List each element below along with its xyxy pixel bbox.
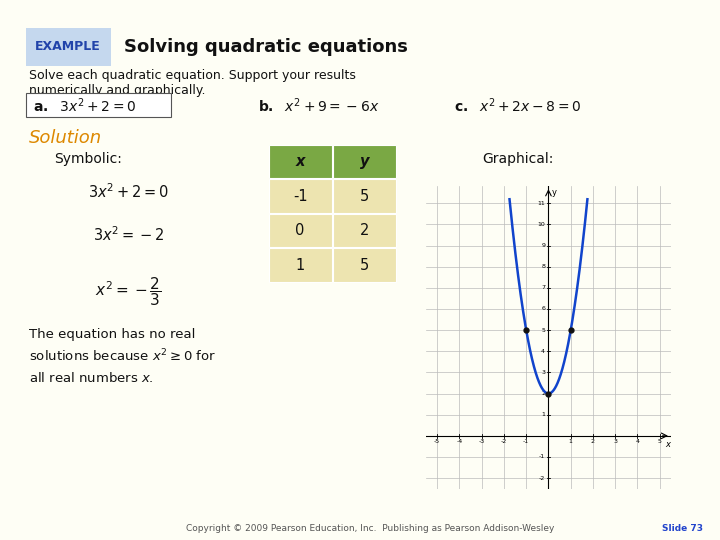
Text: 8: 8 [541, 264, 545, 269]
Text: numerically and graphically.: numerically and graphically. [29, 84, 205, 97]
FancyBboxPatch shape [333, 179, 396, 213]
Text: The equation has no real: The equation has no real [29, 328, 195, 341]
Text: 6: 6 [541, 307, 545, 312]
Text: $\mathbf{a.}\ \ 3x^2+2=0$: $\mathbf{a.}\ \ 3x^2+2=0$ [32, 96, 136, 114]
Text: $\mathbf{c.}\ \ x^2+2x-8=0$: $\mathbf{c.}\ \ x^2+2x-8=0$ [454, 96, 582, 114]
FancyBboxPatch shape [269, 248, 332, 282]
Text: Solve each quadratic equation. Support your results: Solve each quadratic equation. Support y… [29, 69, 356, 82]
Text: 2: 2 [591, 439, 595, 444]
Text: x: x [665, 440, 670, 449]
Text: -1: -1 [523, 439, 529, 444]
Text: 2: 2 [360, 223, 369, 238]
Text: $\mathbf{b.}\ \ x^2+9=-6x$: $\mathbf{b.}\ \ x^2+9=-6x$ [258, 96, 379, 114]
Text: 5: 5 [541, 328, 545, 333]
Text: 1: 1 [541, 412, 545, 417]
Text: 1: 1 [295, 258, 305, 273]
Text: 3: 3 [613, 439, 617, 444]
Text: all real numbers $x$.: all real numbers $x$. [29, 371, 153, 385]
Text: $x^2=-\dfrac{2}{3}$: $x^2=-\dfrac{2}{3}$ [95, 275, 162, 308]
FancyBboxPatch shape [333, 248, 396, 282]
Text: 3: 3 [541, 370, 545, 375]
Text: -1: -1 [539, 455, 545, 460]
Text: Solving quadratic equations: Solving quadratic equations [124, 38, 408, 56]
FancyBboxPatch shape [333, 214, 396, 247]
Text: 0: 0 [295, 223, 305, 238]
Text: -4: -4 [456, 439, 462, 444]
FancyBboxPatch shape [27, 28, 111, 66]
Text: y: y [360, 154, 369, 169]
Text: $3x^2=-2$: $3x^2=-2$ [93, 226, 164, 244]
FancyBboxPatch shape [27, 93, 171, 117]
Text: Copyright © 2009 Pearson Education, Inc.  Publishing as Pearson Addison-Wesley: Copyright © 2009 Pearson Education, Inc.… [186, 524, 554, 532]
Text: Solution: Solution [29, 129, 102, 147]
Text: 2: 2 [541, 391, 545, 396]
FancyBboxPatch shape [269, 145, 332, 178]
Text: 5: 5 [360, 258, 369, 273]
Text: Slide 73: Slide 73 [662, 524, 703, 532]
Text: solutions because $x^2 \geq 0$ for: solutions because $x^2 \geq 0$ for [29, 348, 216, 364]
Text: 5: 5 [658, 439, 662, 444]
Text: 1: 1 [569, 439, 572, 444]
Text: -5: -5 [434, 439, 440, 444]
FancyBboxPatch shape [269, 214, 332, 247]
Text: 11: 11 [537, 201, 545, 206]
Text: Symbolic:: Symbolic: [54, 152, 122, 166]
Text: x: x [295, 154, 305, 169]
Text: $3x^2+2=0$: $3x^2+2=0$ [88, 183, 169, 201]
Text: 4: 4 [636, 439, 639, 444]
Text: y: y [552, 188, 557, 197]
Text: 10: 10 [537, 222, 545, 227]
Text: 5: 5 [360, 188, 369, 204]
Text: 7: 7 [541, 285, 545, 291]
FancyBboxPatch shape [333, 145, 396, 178]
Text: -1: -1 [293, 188, 307, 204]
Text: Numerical:: Numerical: [279, 152, 355, 166]
Text: 9: 9 [541, 243, 545, 248]
Text: -2: -2 [539, 476, 545, 481]
Text: -2: -2 [501, 439, 507, 444]
Text: Graphical:: Graphical: [482, 152, 554, 166]
Text: 4: 4 [541, 349, 545, 354]
FancyBboxPatch shape [269, 179, 332, 213]
Text: EXAMPLE: EXAMPLE [35, 40, 101, 53]
Text: -3: -3 [479, 439, 485, 444]
